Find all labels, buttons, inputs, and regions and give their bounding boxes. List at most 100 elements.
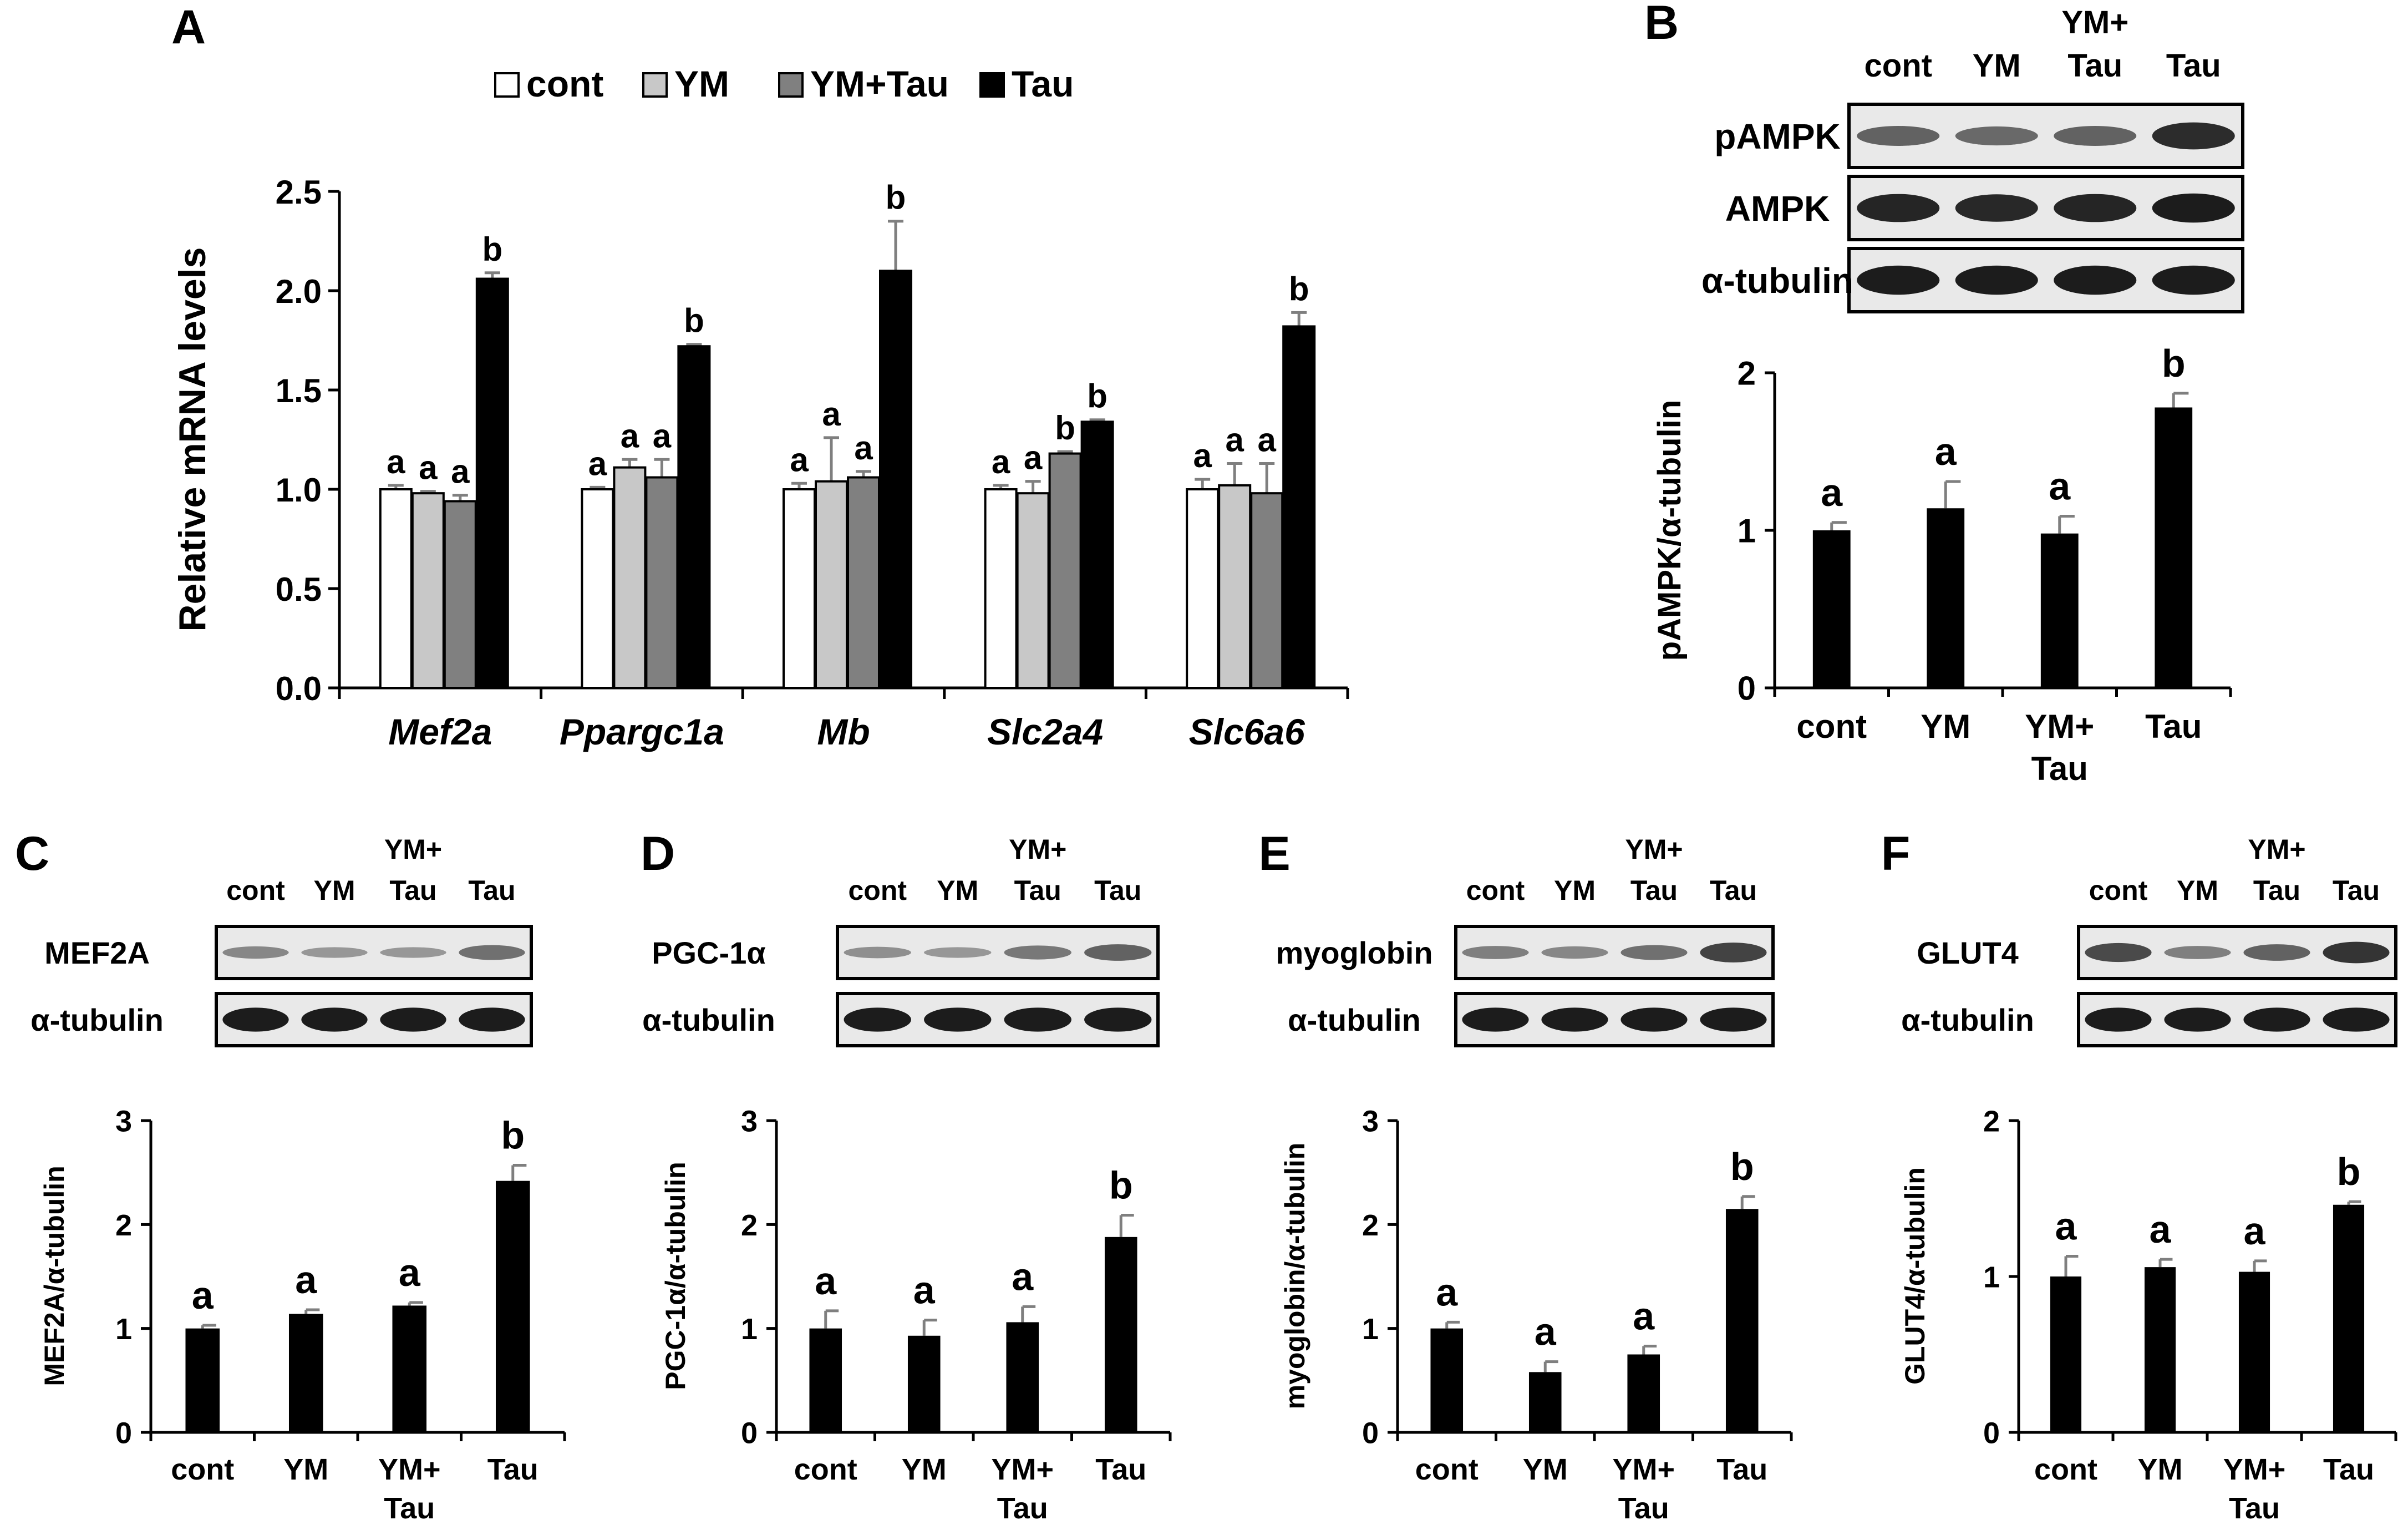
y-axis-label: GLUT4/α-tubulin — [1899, 1167, 1931, 1385]
significance-letter: a — [653, 417, 672, 454]
lane-header: YM+ — [2061, 4, 2128, 40]
y-tick-label: 2 — [1738, 355, 1756, 392]
significance-letter: b — [1109, 1163, 1133, 1207]
category-label: Tau — [487, 1453, 539, 1486]
y-tick-label: 0 — [1738, 670, 1756, 707]
bar-ym — [1218, 484, 1252, 690]
panel-a: A 0.0 0.5 1.0 1.5 2.0 2.5 Relative mRNA levels a… — [171, 1, 1349, 752]
significance-letter: b — [1055, 409, 1075, 447]
bar — [1927, 508, 1965, 688]
blot-band — [1084, 1007, 1152, 1032]
blot-band — [1955, 194, 2038, 222]
lane-header: YM+ — [1625, 834, 1683, 865]
blot-band — [2054, 265, 2137, 295]
western-blot — [1454, 992, 1775, 1047]
category-label: cont — [1415, 1453, 1479, 1486]
category-label: YM+ — [1612, 1453, 1675, 1486]
category-label: Tau — [384, 1492, 435, 1525]
significance-letter: a — [854, 429, 873, 467]
significance-letter: a — [192, 1274, 214, 1317]
category-label: Slc6a6 — [1189, 711, 1305, 752]
category-label: Tau — [1716, 1453, 1767, 1486]
bar-ym — [815, 480, 848, 689]
y-tick-label: 2 — [115, 1209, 132, 1242]
significance-letter: a — [295, 1258, 317, 1301]
lane-header: Tau — [2333, 875, 2380, 906]
bar — [907, 1335, 941, 1432]
legend-label: cont — [526, 63, 603, 104]
category-label: YM — [2138, 1453, 2183, 1486]
lane-header: cont — [1865, 48, 1932, 84]
significance-letter: a — [1821, 471, 1843, 514]
significance-letter: a — [913, 1269, 936, 1312]
blot-band — [2323, 1007, 2390, 1032]
category-label: cont — [171, 1453, 234, 1486]
category-label: YM — [902, 1453, 947, 1486]
panel-letter-e: E — [1258, 827, 1290, 880]
blot-band — [459, 945, 525, 960]
lane-header: cont — [1466, 875, 1525, 906]
y-tick-label: 0 — [115, 1416, 132, 1450]
bar — [809, 1328, 842, 1432]
category-label: Slc2a4 — [987, 711, 1103, 752]
significance-letter: a — [1258, 421, 1277, 458]
significance-letter: a — [1436, 1270, 1458, 1314]
category-label: Mef2a — [388, 711, 492, 752]
significance-letter: b — [501, 1114, 525, 1157]
blot-band — [2085, 1007, 2152, 1032]
significance-letter: b — [1289, 270, 1309, 307]
blot-band — [844, 1007, 911, 1032]
significance-letter: a — [1226, 421, 1244, 458]
blot-band — [459, 1007, 525, 1032]
panel-letter-d: D — [641, 827, 675, 880]
lane-header: Tau — [2067, 48, 2122, 84]
legend-swatch — [642, 72, 668, 98]
legend-swatch — [494, 72, 520, 98]
legend-swatch — [778, 72, 804, 98]
blot-band — [1700, 1007, 1767, 1032]
bar-cont — [984, 488, 1018, 689]
western-blot — [215, 925, 533, 980]
category-label: Tau — [1618, 1492, 1669, 1525]
significance-letter: b — [2337, 1150, 2361, 1193]
bar — [1812, 530, 1851, 688]
y-tick-label: 3 — [741, 1105, 758, 1138]
western-blot — [1847, 247, 2244, 313]
significance-letter: a — [387, 443, 405, 480]
bar-ym-tau — [443, 500, 477, 689]
bar-ym-tau — [847, 476, 880, 690]
y-tick-label: 2.0 — [276, 273, 322, 310]
blot-band — [1004, 1007, 1071, 1032]
bar — [1528, 1372, 1562, 1432]
y-tick-label: 2.5 — [276, 174, 322, 211]
category-label: Tau — [2145, 708, 2202, 745]
blot-band — [2085, 943, 2152, 962]
blot-label: PGC-1α — [652, 935, 766, 970]
significance-letter: a — [419, 449, 438, 487]
significance-letter: a — [621, 417, 639, 454]
bar-ym — [1016, 492, 1050, 689]
western-blot — [836, 992, 1160, 1047]
western-blot — [1847, 175, 2244, 241]
significance-letter: a — [992, 443, 1010, 480]
lane-header: Tau — [2166, 48, 2221, 84]
significance-letter: b — [1730, 1145, 1754, 1188]
significance-letter: a — [2150, 1208, 2172, 1251]
significance-letter: a — [1535, 1310, 1557, 1354]
significance-letter: b — [2162, 342, 2186, 385]
blot-band — [222, 1007, 289, 1032]
lane-header: Tau — [1630, 875, 1678, 906]
bar — [2050, 1276, 2082, 1432]
blot-label: α-tubulin — [1288, 1002, 1421, 1037]
blot-band — [2243, 944, 2310, 961]
bar-ym — [613, 466, 647, 689]
category-label: cont — [1796, 708, 1867, 745]
lane-header: Tau — [1094, 875, 1141, 906]
legend-label: YM+Tau — [810, 63, 949, 104]
blot-band — [1857, 194, 1940, 222]
bar-ym-tau — [645, 476, 679, 690]
y-tick-label: 1.0 — [276, 472, 322, 509]
